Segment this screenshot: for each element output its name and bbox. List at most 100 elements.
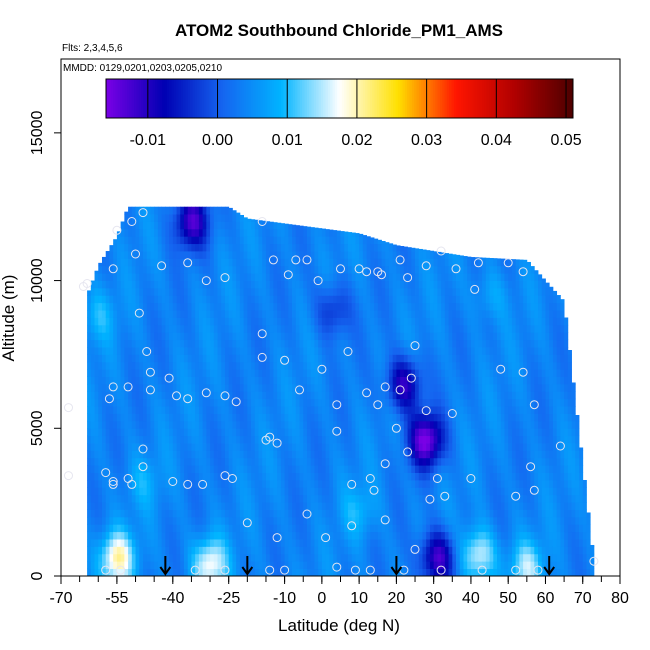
heatmap-cell	[295, 302, 300, 311]
heatmap-cell	[124, 302, 129, 311]
heatmap-cell	[448, 479, 453, 488]
heatmap-cell	[258, 310, 263, 318]
heatmap-cell	[340, 231, 345, 237]
heatmap-cell	[336, 354, 341, 363]
heatmap-cell	[433, 420, 438, 429]
heatmap-cell	[236, 450, 241, 459]
heatmap-cell	[265, 420, 271, 429]
heatmap-cell	[217, 317, 222, 326]
heatmap-cell	[139, 354, 144, 363]
heatmap-cell	[187, 516, 192, 525]
heatmap-cell	[403, 406, 408, 414]
heatmap-cell	[128, 236, 133, 245]
heatmap-cell	[165, 494, 170, 503]
heatmap-cell	[385, 561, 390, 570]
heatmap-cell	[400, 539, 405, 547]
heatmap-cell	[444, 472, 449, 481]
heatmap-cell	[381, 317, 386, 326]
heatmap-cell	[306, 539, 312, 547]
heatmap-cell	[101, 428, 107, 437]
heatmap-cell	[142, 472, 148, 481]
heatmap-cell	[142, 494, 148, 503]
heatmap-cell	[452, 531, 457, 540]
heatmap-cell	[433, 361, 438, 370]
heatmap-cell	[139, 420, 144, 429]
heatmap-cell	[124, 258, 129, 267]
heatmap-cell	[396, 539, 401, 547]
heatmap-cell	[247, 487, 252, 496]
heatmap-cell	[139, 435, 144, 444]
heatmap-cell	[183, 236, 189, 245]
heatmap-cell	[210, 280, 215, 289]
heatmap-cell	[269, 472, 274, 481]
heatmap-cell	[370, 472, 375, 481]
heatmap-cell	[213, 420, 218, 429]
heatmap-cell	[411, 516, 416, 525]
heatmap-cell	[139, 494, 144, 503]
heatmap-cell	[120, 487, 125, 496]
heatmap-cell	[333, 273, 338, 281]
heatmap-cell	[213, 435, 218, 444]
heatmap-cell	[105, 273, 110, 281]
heatmap-cell	[198, 531, 204, 540]
heatmap-cell	[314, 383, 319, 392]
heatmap-cell	[262, 324, 267, 333]
heatmap-cell	[161, 391, 166, 400]
heatmap-cell	[306, 324, 312, 333]
heatmap-cell	[254, 295, 259, 304]
heatmap-cell	[128, 450, 133, 459]
heatmap-cell	[415, 369, 420, 377]
heatmap-cell	[470, 339, 476, 348]
heatmap-cell	[359, 443, 364, 451]
heatmap-cell	[318, 324, 323, 333]
heatmap-cell	[254, 465, 259, 473]
heatmap-cell	[314, 302, 319, 311]
heatmap-cell	[157, 302, 163, 311]
heatmap-cell	[318, 398, 323, 407]
heatmap-cell	[251, 258, 256, 267]
heatmap-cell	[183, 251, 189, 259]
heatmap-cell	[165, 258, 170, 267]
heatmap-cell	[381, 391, 386, 400]
heatmap-cell	[277, 546, 282, 555]
heatmap-cell	[161, 524, 166, 533]
heatmap-cell	[116, 398, 122, 407]
heatmap-cell	[362, 546, 367, 555]
heatmap-cell	[377, 354, 382, 363]
heatmap-cell	[288, 251, 293, 259]
heatmap-cell	[113, 450, 118, 459]
heatmap-cell	[422, 354, 427, 363]
heatmap-cell	[303, 258, 308, 267]
heatmap-cell	[228, 347, 233, 355]
heatmap-cell	[422, 251, 427, 259]
heatmap-cell	[292, 332, 297, 341]
heatmap-cell	[426, 413, 431, 422]
heatmap-cell	[437, 398, 442, 407]
heatmap-cell	[273, 273, 278, 281]
heatmap-cell	[217, 487, 222, 496]
heatmap-cell	[195, 435, 200, 444]
heatmap-cell	[161, 273, 166, 281]
heatmap-cell	[120, 561, 125, 570]
heatmap-cell	[90, 546, 95, 555]
heatmap-cell	[210, 413, 215, 422]
heatmap-cell	[221, 214, 226, 222]
heatmap-cell	[444, 428, 449, 437]
heatmap-cell	[94, 539, 99, 547]
heatmap-cell	[251, 383, 256, 392]
heatmap-cell	[202, 398, 207, 407]
heatmap-cell	[206, 221, 211, 230]
heatmap-cell	[198, 479, 204, 488]
heatmap-cell	[467, 391, 472, 400]
heatmap-cell	[191, 420, 196, 429]
heatmap-cell	[269, 354, 274, 363]
heatmap-cell	[180, 546, 185, 555]
heatmap-cell	[478, 465, 483, 473]
heatmap-cell	[176, 450, 181, 459]
heatmap-cell	[262, 332, 267, 341]
heatmap-cell	[146, 236, 151, 245]
heatmap-cell	[299, 361, 304, 370]
heatmap-cell	[374, 494, 379, 503]
heatmap-cell	[325, 479, 330, 488]
heatmap-cell	[135, 206, 140, 215]
